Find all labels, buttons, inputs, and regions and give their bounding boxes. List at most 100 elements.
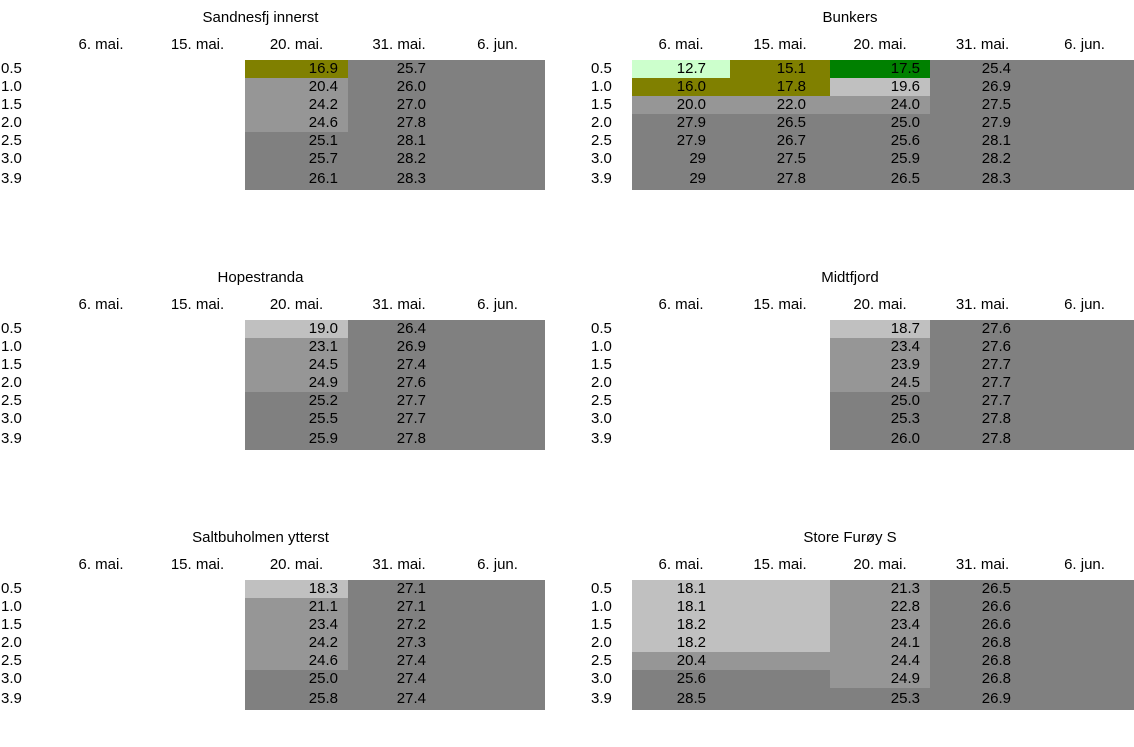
value-cell: 16.0 [632,78,730,96]
value-cell: 25.9 [830,150,930,168]
empty-cell [450,320,545,338]
empty-cell [450,688,545,710]
empty-cell [1035,374,1134,392]
row-label: 1.0 [591,78,612,95]
value-cell: 20.4 [632,652,730,670]
empty-cell [730,670,830,688]
value-cell: 29 [632,168,730,190]
row-label: 1.5 [591,616,612,633]
value-cell: 19.6 [830,78,930,96]
empty-cell [1035,356,1134,374]
value-cell: 27.7 [930,356,1035,374]
value-cell: 15.1 [730,60,830,78]
empty-cell [1035,392,1134,410]
value-cell: 28.2 [348,150,450,168]
value-cell: 23.4 [830,338,930,356]
value-cell: 27.9 [632,114,730,132]
column-header: 31. mai. [955,296,1010,313]
panel-title: Store Furøy S [803,529,897,546]
empty-cell [730,652,830,670]
empty-cell [450,132,545,150]
column-header: 31. mai. [372,296,426,313]
empty-cell [450,428,545,450]
empty-cell [450,374,545,392]
empty-cell [1035,60,1134,78]
column-header: 6. jun. [477,36,518,53]
value-cell: 18.1 [632,598,730,616]
value-cell: 27.1 [348,580,450,598]
row-label: 0.5 [1,580,22,597]
value-cell: 16.9 [245,60,348,78]
value-cell: 27.6 [930,320,1035,338]
empty-cell [450,338,545,356]
empty-cell [1035,670,1134,688]
value-cell: 26.9 [348,338,450,356]
value-cell: 25.6 [632,670,730,688]
value-cell: 25.0 [830,114,930,132]
column-header: 6. mai. [658,296,704,313]
empty-cell [450,392,545,410]
row-label: 0.5 [591,60,612,77]
empty-cell [730,634,830,652]
value-cell: 18.2 [632,634,730,652]
row-label: 3.0 [591,150,612,167]
row-label: 2.0 [1,114,22,131]
empty-cell [450,616,545,634]
value-cell: 24.5 [830,374,930,392]
row-label: 1.0 [1,78,22,95]
row-label: 1.0 [591,338,612,355]
column-header: 15. mai. [170,296,225,313]
row-label: 0.5 [1,60,22,77]
row-label: 2.0 [591,114,612,131]
column-header: 31. mai. [372,556,426,573]
value-cell: 27.8 [348,114,450,132]
empty-cell [1035,580,1134,598]
value-cell: 26.9 [930,688,1035,710]
value-cell: 26.0 [830,428,930,450]
value-cell: 27.0 [348,96,450,114]
value-cell: 27.1 [348,598,450,616]
empty-cell [450,78,545,96]
value-cell: 18.7 [830,320,930,338]
value-cell: 28.1 [348,132,450,150]
row-label: 3.0 [1,670,22,687]
empty-cell [1035,96,1134,114]
value-cell: 27.2 [348,616,450,634]
row-label: 3.9 [591,690,612,707]
value-cell: 24.6 [245,652,348,670]
value-cell: 17.5 [830,60,930,78]
column-header: 6. mai. [78,36,124,53]
value-cell: 22.0 [730,96,830,114]
empty-cell [450,96,545,114]
column-header: 6. jun. [1064,36,1105,53]
column-header: 6. jun. [1064,556,1105,573]
row-label: 1.5 [1,96,22,113]
value-cell: 28.3 [348,168,450,190]
value-cell: 26.8 [930,652,1035,670]
empty-cell [450,114,545,132]
value-cell: 26.5 [730,114,830,132]
empty-cell [1035,320,1134,338]
value-cell: 26.1 [245,168,348,190]
value-cell: 23.4 [245,616,348,634]
value-cell: 27.4 [348,688,450,710]
column-header: 6. mai. [78,556,124,573]
value-cell: 26.5 [830,168,930,190]
column-header: 31. mai. [372,36,426,53]
row-label: 3.0 [591,410,612,427]
value-cell: 25.8 [245,688,348,710]
panel-title: Hopestranda [217,269,304,286]
value-cell: 29 [632,150,730,168]
column-header: 6. jun. [477,556,518,573]
value-cell: 27.5 [730,150,830,168]
row-label: 2.0 [591,374,612,391]
value-cell: 27.6 [348,374,450,392]
value-cell: 25.4 [930,60,1035,78]
value-cell: 23.4 [830,616,930,634]
value-cell: 26.0 [348,78,450,96]
empty-cell [730,598,830,616]
panel-title: Bunkers [822,9,878,26]
value-cell: 27.9 [930,114,1035,132]
row-label: 1.0 [1,338,22,355]
empty-cell [450,356,545,374]
